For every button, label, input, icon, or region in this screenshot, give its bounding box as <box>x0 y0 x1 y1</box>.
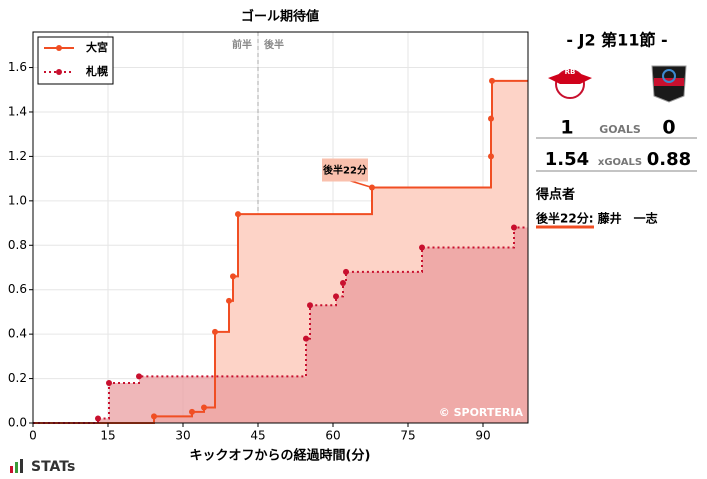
shot-marker <box>333 293 339 300</box>
shot-marker <box>212 328 218 335</box>
frame <box>32 31 529 424</box>
shot-marker <box>489 77 495 84</box>
annotation: 後半22分 <box>323 164 367 177</box>
shot-marker <box>230 273 236 280</box>
away-logo <box>651 65 687 103</box>
shot-marker <box>235 211 241 218</box>
y-tick-label: 1.4 <box>8 104 27 118</box>
legend-marker <box>56 69 62 75</box>
x-tick-label: 75 <box>400 429 415 443</box>
scorers-title: 得点者 <box>535 187 575 203</box>
brand-logo <box>10 459 23 473</box>
half-label: 前半 <box>232 38 252 51</box>
legend-box <box>37 36 114 85</box>
legend-marker <box>56 45 62 51</box>
shot-marker <box>106 380 112 387</box>
x-axis-label: キックオフからの経過時間(分) <box>190 448 371 464</box>
y-tick-label: 0.8 <box>8 238 27 252</box>
svg-text:RB: RB <box>565 68 576 76</box>
y-tick-label: 1.2 <box>8 149 27 163</box>
x-tick-label: 90 <box>475 429 490 443</box>
shot-marker <box>136 373 142 380</box>
area <box>33 227 528 423</box>
shot-marker <box>340 280 346 287</box>
scorer: 後半22分: 藤井 一志 <box>536 211 658 226</box>
y-tick-label: 0.6 <box>8 282 27 296</box>
chart-title: ゴール期待値 <box>241 9 319 25</box>
shot-marker <box>511 224 517 231</box>
y-tick-label: 0.4 <box>8 327 27 341</box>
shot-marker <box>226 297 232 304</box>
brand: STATs <box>31 459 75 475</box>
x-tick-label: 60 <box>325 429 340 443</box>
shot-marker <box>488 153 494 160</box>
legend-label: 札幌 <box>85 64 108 78</box>
x-tick-label: 15 <box>100 429 115 443</box>
y-tick-label: 0.0 <box>8 416 27 430</box>
y-tick-label: 1.0 <box>8 193 27 207</box>
xg-label: xGOALS <box>598 157 642 168</box>
half-label: 後半 <box>264 38 284 51</box>
home-goals: 1 <box>560 117 573 139</box>
shot-marker <box>307 302 313 309</box>
shot-marker <box>419 244 425 251</box>
away-xg: 0.88 <box>647 149 691 170</box>
shot-marker <box>189 408 195 415</box>
x-tick-label: 45 <box>250 429 265 443</box>
shot-marker <box>488 115 494 122</box>
x-tick-label: 30 <box>175 429 190 443</box>
legend-label: 大宮 <box>86 40 108 54</box>
x-tick-label: 0 <box>29 429 37 443</box>
home-xg: 1.54 <box>545 149 589 170</box>
goals-label: GOALS <box>599 123 641 136</box>
credit: © SPORTERIA <box>439 406 524 419</box>
annotation-box <box>322 158 368 182</box>
shot-marker <box>95 415 101 422</box>
away-goals: 0 <box>662 117 675 139</box>
home-logo: RB <box>548 68 592 99</box>
shot-marker <box>201 404 207 411</box>
shot-marker <box>151 413 157 420</box>
shot-marker <box>303 335 309 342</box>
match-title: - J2 第11節 - <box>566 31 667 50</box>
y-tick-label: 1.6 <box>8 60 27 74</box>
y-tick-label: 0.2 <box>8 371 27 385</box>
shot-marker <box>343 268 349 275</box>
